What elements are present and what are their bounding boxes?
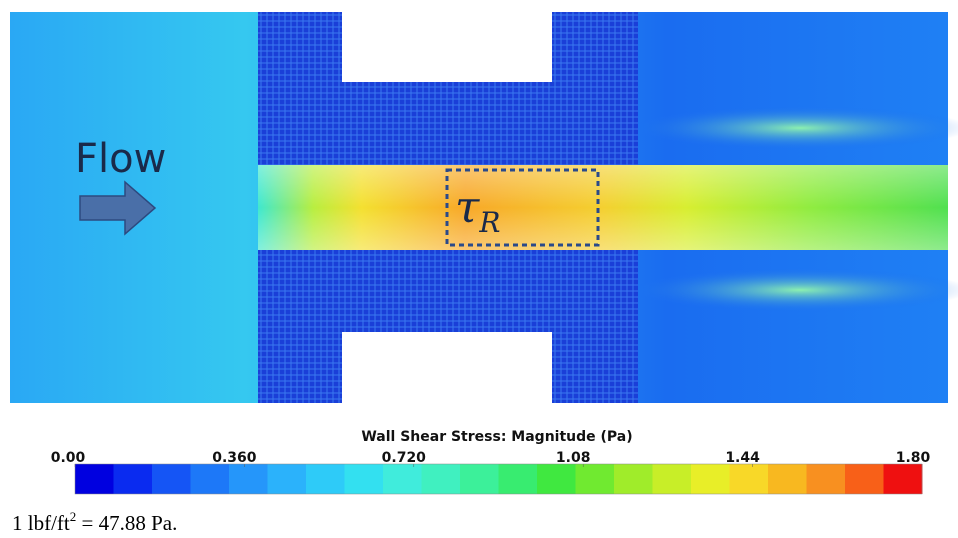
colorbar-segment <box>730 464 769 494</box>
colorbar-tick-label: 0.360 <box>212 450 257 466</box>
region-symbol: τ <box>455 182 480 233</box>
colorbar-tick-label: 1.80 <box>896 450 931 466</box>
caption: 1 lbf/ft2 = 47.88 Pa. <box>12 509 177 535</box>
colorbar-segment <box>75 464 114 494</box>
colorbar-segment <box>345 464 384 494</box>
page: τR Flow Wall Shear Stress: Magnitude (Pa… <box>0 0 958 538</box>
upper-notch <box>342 12 552 82</box>
colorbar-segment <box>768 464 807 494</box>
colorbar-segment <box>691 464 730 494</box>
colorbar-tick-label: 1.44 <box>725 450 760 466</box>
colorbar-segment <box>306 464 345 494</box>
lower-notch <box>342 332 552 403</box>
colorbar-tick-label: 0.720 <box>382 450 427 466</box>
colorbar-segment <box>229 464 268 494</box>
colorbar: 0.00 0.360 0.720 1.08 1.44 1.80 <box>51 450 931 494</box>
streak <box>630 268 958 312</box>
colorbar-segment <box>460 464 499 494</box>
caption-text: = 47.88 Pa. <box>76 511 177 535</box>
colorbar-segment <box>576 464 615 494</box>
colorbar-title: Wall Shear Stress: Magnitude (Pa) <box>361 429 632 445</box>
colorbar-segment <box>807 464 846 494</box>
colorbar-segment <box>653 464 692 494</box>
colorbar-segment <box>191 464 230 494</box>
colorbar-segment <box>499 464 538 494</box>
colorbar-segment <box>422 464 461 494</box>
flow-label: Flow <box>75 136 166 182</box>
colorbar-segment <box>268 464 307 494</box>
colorbar-segment <box>884 464 923 494</box>
jet-shade <box>258 165 948 250</box>
colorbar-segment <box>537 464 576 494</box>
caption-text: 1 lbf/ft <box>12 511 70 535</box>
colorbar-segment <box>845 464 884 494</box>
colorbar-segment <box>114 464 153 494</box>
colorbar-segment <box>614 464 653 494</box>
colorbar-segment <box>383 464 422 494</box>
figure: τR Flow Wall Shear Stress: Magnitude (Pa… <box>0 0 958 538</box>
colorbar-tick-label: 0.00 <box>51 450 86 466</box>
streak <box>630 106 958 150</box>
colorbar-segment <box>152 464 191 494</box>
colorbar-tick-label: 1.08 <box>556 450 591 466</box>
region-subscript: R <box>478 206 500 239</box>
